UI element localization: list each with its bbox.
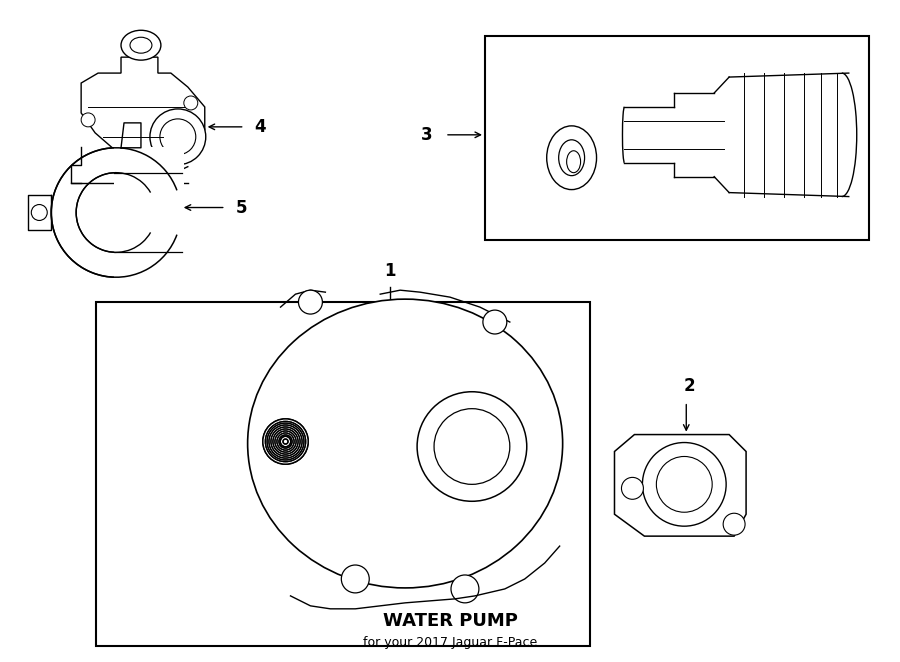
Ellipse shape <box>150 109 206 165</box>
Text: 4: 4 <box>255 118 266 136</box>
Ellipse shape <box>299 290 322 314</box>
Text: 1: 1 <box>384 262 396 280</box>
Ellipse shape <box>451 575 479 603</box>
Polygon shape <box>615 434 746 536</box>
Ellipse shape <box>263 419 308 464</box>
Bar <box>96 302 590 645</box>
Ellipse shape <box>51 148 181 277</box>
Ellipse shape <box>248 299 562 588</box>
Text: 5: 5 <box>236 199 248 216</box>
Ellipse shape <box>483 310 507 334</box>
Ellipse shape <box>417 392 526 501</box>
Ellipse shape <box>32 205 47 220</box>
Bar <box>114 147 184 278</box>
Ellipse shape <box>622 477 644 499</box>
Ellipse shape <box>76 173 156 252</box>
Ellipse shape <box>724 513 745 535</box>
Bar <box>485 36 868 240</box>
Ellipse shape <box>263 419 308 464</box>
Ellipse shape <box>559 140 585 175</box>
Polygon shape <box>81 57 205 167</box>
Text: WATER PUMP: WATER PUMP <box>382 612 518 630</box>
Text: for your 2017 Jaguar F-Pace: for your 2017 Jaguar F-Pace <box>363 636 537 649</box>
Text: 2: 2 <box>683 377 695 395</box>
Ellipse shape <box>81 113 95 127</box>
Ellipse shape <box>121 30 161 60</box>
Ellipse shape <box>184 96 198 110</box>
Text: 3: 3 <box>420 126 432 144</box>
Ellipse shape <box>341 565 369 593</box>
Ellipse shape <box>643 442 726 526</box>
Ellipse shape <box>546 126 597 189</box>
